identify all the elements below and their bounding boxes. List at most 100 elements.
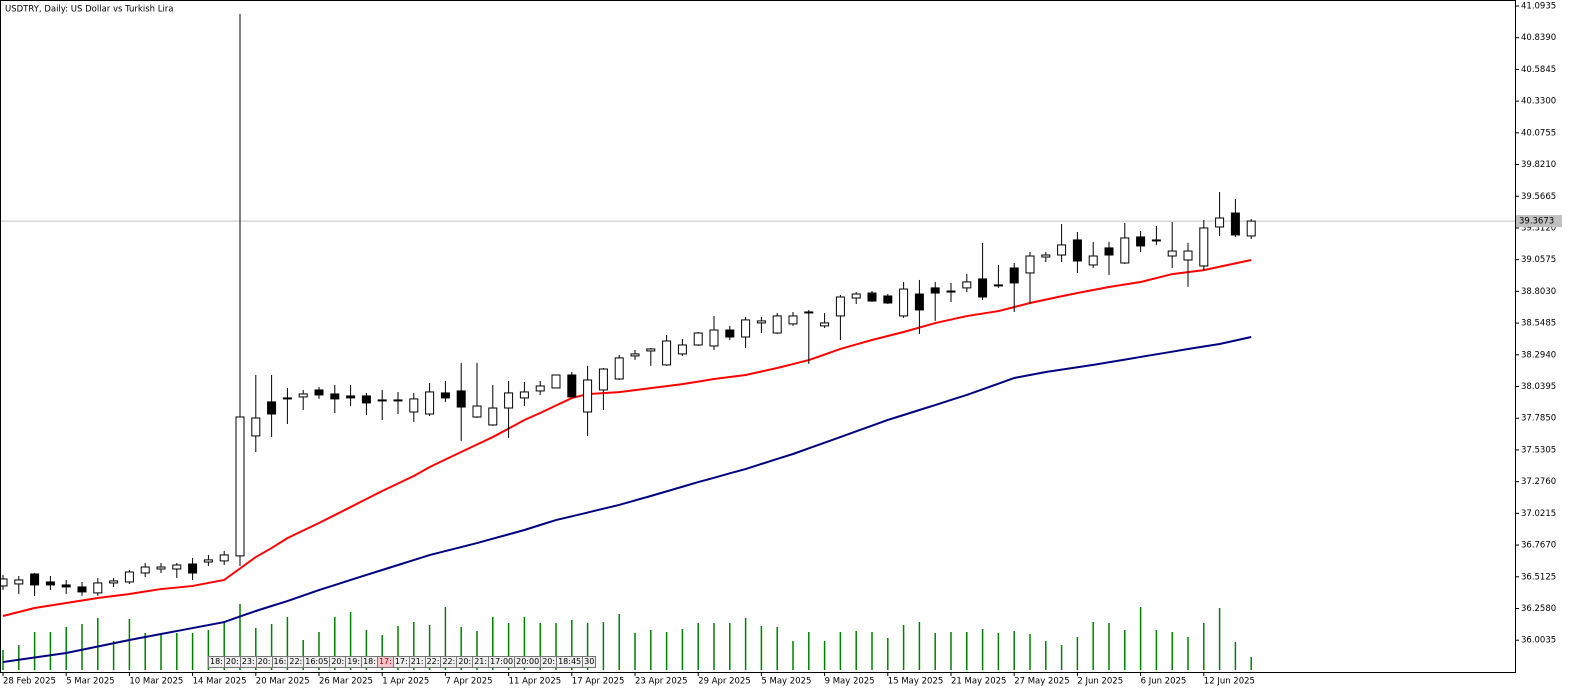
candle-body <box>709 329 719 347</box>
candle-body <box>1088 255 1098 266</box>
candle-body <box>156 566 166 570</box>
y-tick-label: 37.5305 <box>1521 445 1556 455</box>
candle-body <box>1041 254 1051 258</box>
candle-body <box>282 397 292 400</box>
candle-body <box>1 578 8 587</box>
event-label: 20: <box>255 656 273 668</box>
candle-body <box>1072 239 1082 262</box>
event-label: 17:00 <box>488 656 516 668</box>
candle-body <box>1009 267 1019 284</box>
y-tick-label: 38.8030 <box>1521 287 1556 297</box>
candle-body <box>409 398 419 413</box>
y-tick-label: 39.3120 <box>1521 223 1556 233</box>
event-label: 20: <box>540 656 558 668</box>
candle-body <box>472 405 482 418</box>
plot-frame <box>0 0 1516 673</box>
x-tick-label: 6 Jun 2025 <box>1141 677 1187 687</box>
candle-body <box>1120 237 1130 264</box>
event-label: 22: <box>424 656 442 668</box>
event-label: 18: <box>361 656 378 668</box>
y-tick-label: 38.5485 <box>1521 319 1556 329</box>
candle-body <box>188 563 198 574</box>
event-label: 20: <box>456 656 474 668</box>
candle-body <box>978 278 988 298</box>
candle-body <box>203 559 213 563</box>
moving-average <box>2 336 1252 664</box>
candle-body <box>140 566 150 574</box>
y-tick-label: 40.5845 <box>1521 65 1556 75</box>
y-tick-label: 40.0755 <box>1521 128 1556 138</box>
candle-body <box>646 348 656 352</box>
candle-body <box>377 399 387 402</box>
candle-body <box>788 315 798 325</box>
candle-body <box>899 288 909 317</box>
candle-body <box>598 368 608 391</box>
x-tick-label: 2 Jun 2025 <box>1077 677 1123 687</box>
candle-body <box>14 579 24 585</box>
candle-body <box>630 353 640 357</box>
candle-body <box>456 390 466 408</box>
candle-body <box>867 292 877 302</box>
moving-average <box>2 259 1252 617</box>
candle-body <box>519 391 529 399</box>
event-label: 16:05 <box>303 656 331 668</box>
candle-body <box>835 296 845 317</box>
event-label: 30 <box>582 656 597 668</box>
candle-body <box>1136 236 1146 247</box>
y-tick-label: 39.5665 <box>1521 192 1556 202</box>
candle-body <box>883 295 893 304</box>
candle-body <box>219 554 229 562</box>
y-tick-label: 39.8210 <box>1521 160 1556 170</box>
candle-body <box>314 389 324 396</box>
candle-body <box>393 399 403 402</box>
candle-body <box>1057 244 1067 256</box>
x-tick-label: 5 Mar 2025 <box>66 677 114 687</box>
event-label: 17: <box>376 656 394 668</box>
candle-body <box>946 290 956 293</box>
y-tick-label: 36.0035 <box>1521 636 1556 646</box>
event-label: 18: <box>208 656 225 668</box>
x-tick-label: 29 Apr 2025 <box>698 677 751 687</box>
candle-body <box>614 357 624 380</box>
event-label: 20:00 <box>514 656 542 668</box>
event-label: 19: <box>345 656 363 668</box>
candle-body <box>235 416 245 557</box>
event-label: 16: <box>271 656 289 668</box>
candle-body <box>124 571 134 583</box>
candle-body <box>662 340 672 366</box>
candle-body <box>756 320 766 324</box>
candle-body <box>993 284 1003 287</box>
candle-body <box>583 379 593 413</box>
candle-body <box>298 393 308 398</box>
x-tick-label: 26 Mar 2025 <box>319 677 373 687</box>
x-tick-label: 14 Mar 2025 <box>193 677 247 687</box>
candle-body <box>1167 250 1177 257</box>
candle-body <box>172 564 182 570</box>
candle-body <box>77 586 87 593</box>
candle-body <box>914 293 924 311</box>
candle-body <box>535 385 545 392</box>
candle-body <box>1246 220 1256 237</box>
event-label: 17: <box>392 656 410 668</box>
y-tick-label: 40.8390 <box>1521 33 1556 43</box>
candle-body <box>930 287 940 294</box>
candle-body <box>1183 250 1193 261</box>
candle-body <box>251 417 261 437</box>
x-tick-label: 1 Apr 2025 <box>382 677 429 687</box>
x-tick-label: 15 May 2025 <box>888 677 943 687</box>
event-label: 22: <box>287 656 305 668</box>
x-tick-label: 11 Apr 2025 <box>509 677 562 687</box>
x-tick-label: 5 May 2025 <box>761 677 811 687</box>
candle-body <box>488 407 498 426</box>
y-tick-label: 39.0575 <box>1521 255 1556 265</box>
x-tick-label: 17 Apr 2025 <box>572 677 625 687</box>
y-tick-label: 37.2760 <box>1521 477 1556 487</box>
x-tick-label: 12 Jun 2025 <box>1204 677 1255 687</box>
x-tick-label: 28 Feb 2025 <box>3 677 56 687</box>
x-tick-label: 9 May 2025 <box>825 677 875 687</box>
x-tick-label: 7 Apr 2025 <box>445 677 492 687</box>
x-tick-label: 23 Apr 2025 <box>635 677 688 687</box>
candle-body <box>440 392 450 399</box>
